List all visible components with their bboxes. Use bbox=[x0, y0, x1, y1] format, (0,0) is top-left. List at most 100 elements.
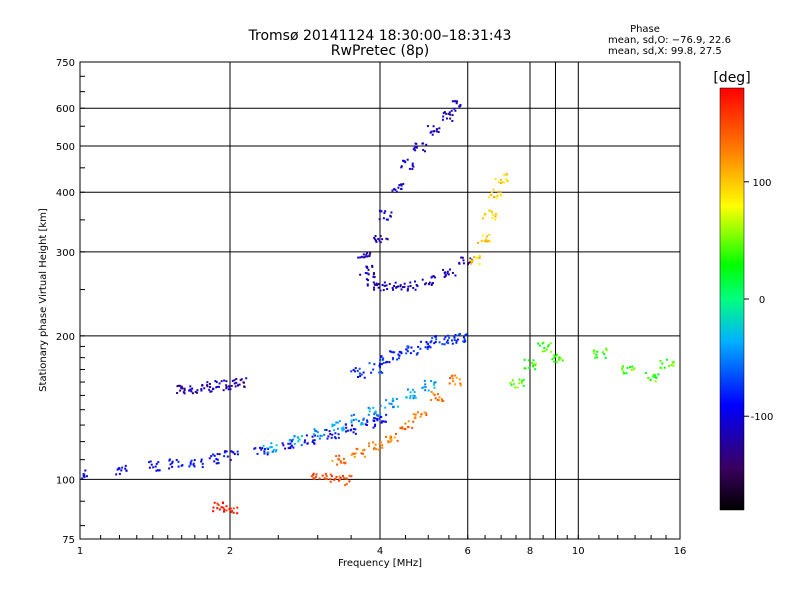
data-point bbox=[298, 438, 301, 441]
data-point bbox=[541, 342, 544, 345]
data-point bbox=[661, 362, 664, 365]
data-point bbox=[492, 196, 495, 199]
data-point bbox=[409, 391, 412, 394]
data-point bbox=[631, 365, 634, 368]
data-point bbox=[509, 381, 512, 384]
data-point bbox=[379, 358, 382, 361]
data-point bbox=[453, 107, 456, 110]
data-point bbox=[488, 233, 491, 236]
data-point bbox=[400, 352, 403, 355]
data-point bbox=[193, 459, 196, 462]
data-point bbox=[176, 385, 179, 388]
data-point bbox=[561, 359, 564, 362]
data-point bbox=[506, 179, 509, 182]
data-point bbox=[209, 386, 212, 389]
data-point bbox=[451, 271, 454, 274]
data-point bbox=[412, 394, 415, 397]
data-point bbox=[331, 425, 334, 428]
data-point bbox=[393, 187, 396, 190]
data-point bbox=[115, 473, 118, 476]
data-point bbox=[422, 386, 425, 389]
data-point bbox=[441, 118, 444, 121]
data-point bbox=[407, 285, 410, 288]
data-point bbox=[367, 413, 370, 416]
data-point bbox=[385, 284, 388, 287]
data-point bbox=[228, 508, 231, 511]
data-point bbox=[208, 457, 211, 460]
data-point bbox=[451, 119, 454, 122]
data-point bbox=[312, 474, 315, 477]
data-point bbox=[340, 461, 343, 464]
y-tick-label: 400 bbox=[56, 188, 75, 199]
data-point bbox=[342, 428, 345, 431]
data-point bbox=[521, 379, 524, 382]
data-point bbox=[362, 256, 365, 259]
data-point bbox=[329, 478, 332, 481]
data-point bbox=[415, 284, 418, 287]
data-point bbox=[374, 417, 377, 420]
data-point bbox=[156, 469, 159, 472]
data-point bbox=[453, 100, 456, 103]
data-point bbox=[455, 340, 458, 343]
data-point bbox=[375, 282, 378, 285]
data-point bbox=[379, 362, 382, 365]
data-point bbox=[412, 165, 415, 168]
data-point bbox=[434, 340, 437, 343]
data-point bbox=[362, 253, 365, 256]
data-point bbox=[399, 285, 402, 288]
data-point bbox=[403, 282, 406, 285]
data-point bbox=[381, 283, 384, 286]
data-point bbox=[420, 413, 423, 416]
data-point bbox=[350, 475, 353, 478]
data-point bbox=[171, 460, 174, 463]
data-point bbox=[604, 356, 607, 359]
data-point bbox=[397, 186, 400, 189]
data-point bbox=[403, 285, 406, 288]
data-point bbox=[461, 256, 464, 259]
data-point bbox=[225, 450, 228, 453]
data-point bbox=[447, 342, 450, 345]
data-point bbox=[487, 196, 490, 199]
data-point bbox=[558, 357, 561, 360]
data-point bbox=[341, 429, 344, 432]
data-point bbox=[409, 352, 412, 355]
data-point bbox=[432, 125, 435, 128]
data-point bbox=[469, 258, 472, 261]
data-point bbox=[432, 275, 435, 278]
data-point bbox=[369, 251, 372, 254]
data-point bbox=[398, 350, 401, 353]
x-tick-label: 4 bbox=[377, 546, 383, 557]
data-point bbox=[388, 402, 391, 405]
data-point bbox=[373, 236, 376, 239]
data-point bbox=[375, 240, 378, 243]
data-point bbox=[267, 451, 270, 454]
data-point bbox=[513, 382, 516, 385]
data-point bbox=[459, 104, 462, 107]
data-point bbox=[229, 388, 232, 391]
data-point bbox=[411, 162, 414, 165]
data-point bbox=[354, 367, 357, 370]
data-point bbox=[236, 512, 239, 515]
data-point bbox=[672, 364, 675, 367]
data-point bbox=[397, 405, 400, 408]
data-point bbox=[423, 150, 426, 153]
data-point bbox=[218, 453, 221, 456]
data-point bbox=[379, 366, 382, 369]
data-point bbox=[494, 178, 497, 181]
x-axis-ticks: 1 2 4 6 8 10 16 bbox=[77, 535, 686, 557]
data-point bbox=[334, 437, 337, 440]
data-point bbox=[168, 467, 171, 470]
data-point bbox=[235, 377, 238, 380]
data-point bbox=[373, 286, 376, 289]
data-point bbox=[400, 183, 403, 186]
data-point bbox=[223, 510, 226, 513]
data-point bbox=[292, 446, 295, 449]
data-point bbox=[549, 342, 552, 345]
data-point bbox=[481, 240, 484, 243]
data-point bbox=[447, 112, 450, 115]
data-point bbox=[352, 368, 355, 371]
data-point bbox=[399, 427, 402, 430]
data-point bbox=[433, 393, 436, 396]
data-point bbox=[364, 423, 367, 426]
data-point bbox=[203, 387, 206, 390]
